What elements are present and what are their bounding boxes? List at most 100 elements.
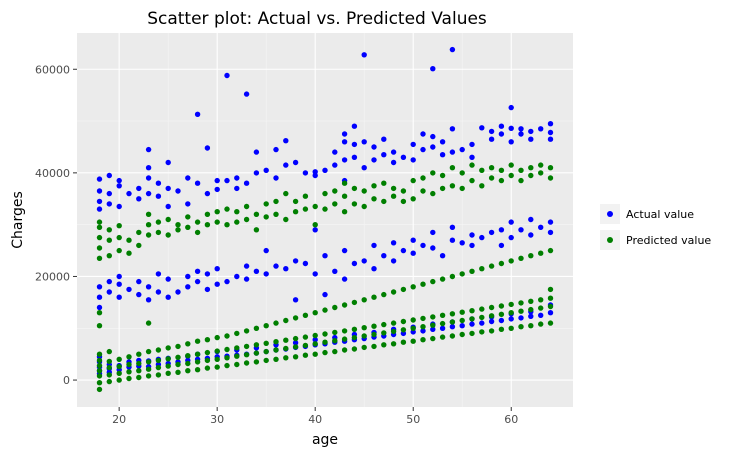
predicted-point: [224, 206, 230, 212]
predicted-point: [263, 201, 269, 207]
predicted-point: [508, 310, 514, 316]
predicted-point: [479, 183, 485, 189]
predicted-point: [194, 338, 201, 344]
actual-point: [116, 203, 122, 210]
predicted-point: [155, 347, 162, 353]
actual-point: [136, 185, 142, 192]
legend: Actual value Predicted value: [600, 204, 711, 250]
predicted-point: [351, 346, 358, 352]
actual-point: [341, 276, 348, 282]
x-tick-label: 40: [308, 413, 322, 426]
predicted-point: [175, 354, 181, 360]
actual-point: [175, 289, 181, 295]
predicted-point: [263, 357, 269, 364]
predicted-point: [498, 326, 505, 332]
predicted-point: [224, 333, 230, 339]
predicted-point: [361, 325, 367, 331]
actual-point: [488, 229, 495, 236]
actual-point: [292, 297, 299, 303]
actual-point: [508, 125, 514, 131]
predicted-point: [302, 206, 309, 212]
predicted-point: [185, 353, 191, 359]
predicted-point: [361, 297, 367, 303]
legend-label-predicted: Predicted value: [626, 234, 711, 247]
predicted-point: [273, 198, 279, 205]
actual-point: [322, 253, 328, 259]
predicted-point: [292, 315, 299, 321]
predicted-point: [253, 325, 260, 331]
actual-point: [155, 289, 162, 295]
actual-point: [96, 284, 103, 290]
predicted-point: [322, 349, 328, 356]
predicted-point: [410, 317, 416, 323]
actual-point: [449, 224, 456, 230]
actual-point: [214, 266, 220, 272]
predicted-point: [302, 193, 309, 199]
predicted-point: [420, 324, 426, 330]
predicted-point: [381, 330, 387, 336]
predicted-point: [390, 341, 397, 347]
predicted-point: [449, 319, 456, 325]
predicted-point: [214, 209, 220, 215]
actual-point: [341, 247, 348, 254]
predicted-point: [145, 222, 152, 228]
predicted-point: [351, 201, 358, 207]
predicted-point: [547, 286, 554, 293]
actual-point: [400, 154, 407, 160]
actual-point: [371, 242, 377, 249]
predicted-point: [185, 368, 191, 374]
actual-point: [390, 159, 397, 166]
predicted-point: [204, 211, 211, 217]
predicted-value-points: [96, 162, 554, 393]
predicted-point: [292, 354, 299, 360]
predicted-point: [185, 360, 191, 367]
actual-point: [439, 325, 446, 331]
actual-point: [341, 131, 348, 137]
predicted-point: [243, 216, 250, 223]
actual-point: [449, 126, 456, 132]
actual-point: [479, 320, 485, 326]
predicted-point: [155, 364, 162, 371]
actual-point: [145, 175, 152, 181]
predicted-point: [528, 165, 534, 171]
predicted-point: [243, 360, 250, 366]
actual-point: [410, 141, 416, 148]
actual-point: [449, 46, 456, 53]
predicted-point: [243, 343, 250, 350]
actual-point: [430, 245, 436, 251]
predicted-point: [420, 281, 426, 287]
actual-point: [96, 304, 103, 311]
actual-point: [194, 268, 201, 274]
predicted-point: [341, 347, 348, 353]
actual-point: [508, 104, 514, 111]
predicted-point: [185, 224, 191, 230]
predicted-point: [96, 255, 103, 261]
predicted-point: [214, 348, 220, 354]
predicted-point: [273, 356, 279, 362]
actual-point: [361, 258, 367, 264]
predicted-point: [361, 203, 367, 210]
predicted-point: [439, 172, 446, 179]
predicted-point: [430, 322, 436, 328]
actual-point: [96, 198, 103, 205]
actual-point: [185, 201, 191, 207]
predicted-point: [145, 359, 152, 365]
actual-point: [332, 149, 338, 155]
predicted-point: [145, 211, 152, 217]
actual-point: [430, 326, 436, 332]
actual-point: [351, 141, 358, 148]
actual-point: [361, 165, 367, 171]
actual-point: [273, 175, 279, 181]
predicted-point: [136, 242, 142, 249]
predicted-point: [381, 321, 387, 328]
actual-point: [253, 170, 260, 176]
predicted-point: [351, 185, 358, 192]
predicted-point: [106, 227, 113, 233]
predicted-point: [253, 350, 260, 356]
predicted-point: [116, 247, 122, 254]
predicted-point: [234, 353, 240, 359]
predicted-point: [224, 362, 230, 369]
actual-point: [547, 229, 554, 236]
actual-point: [459, 146, 465, 153]
actual-point: [165, 185, 171, 192]
